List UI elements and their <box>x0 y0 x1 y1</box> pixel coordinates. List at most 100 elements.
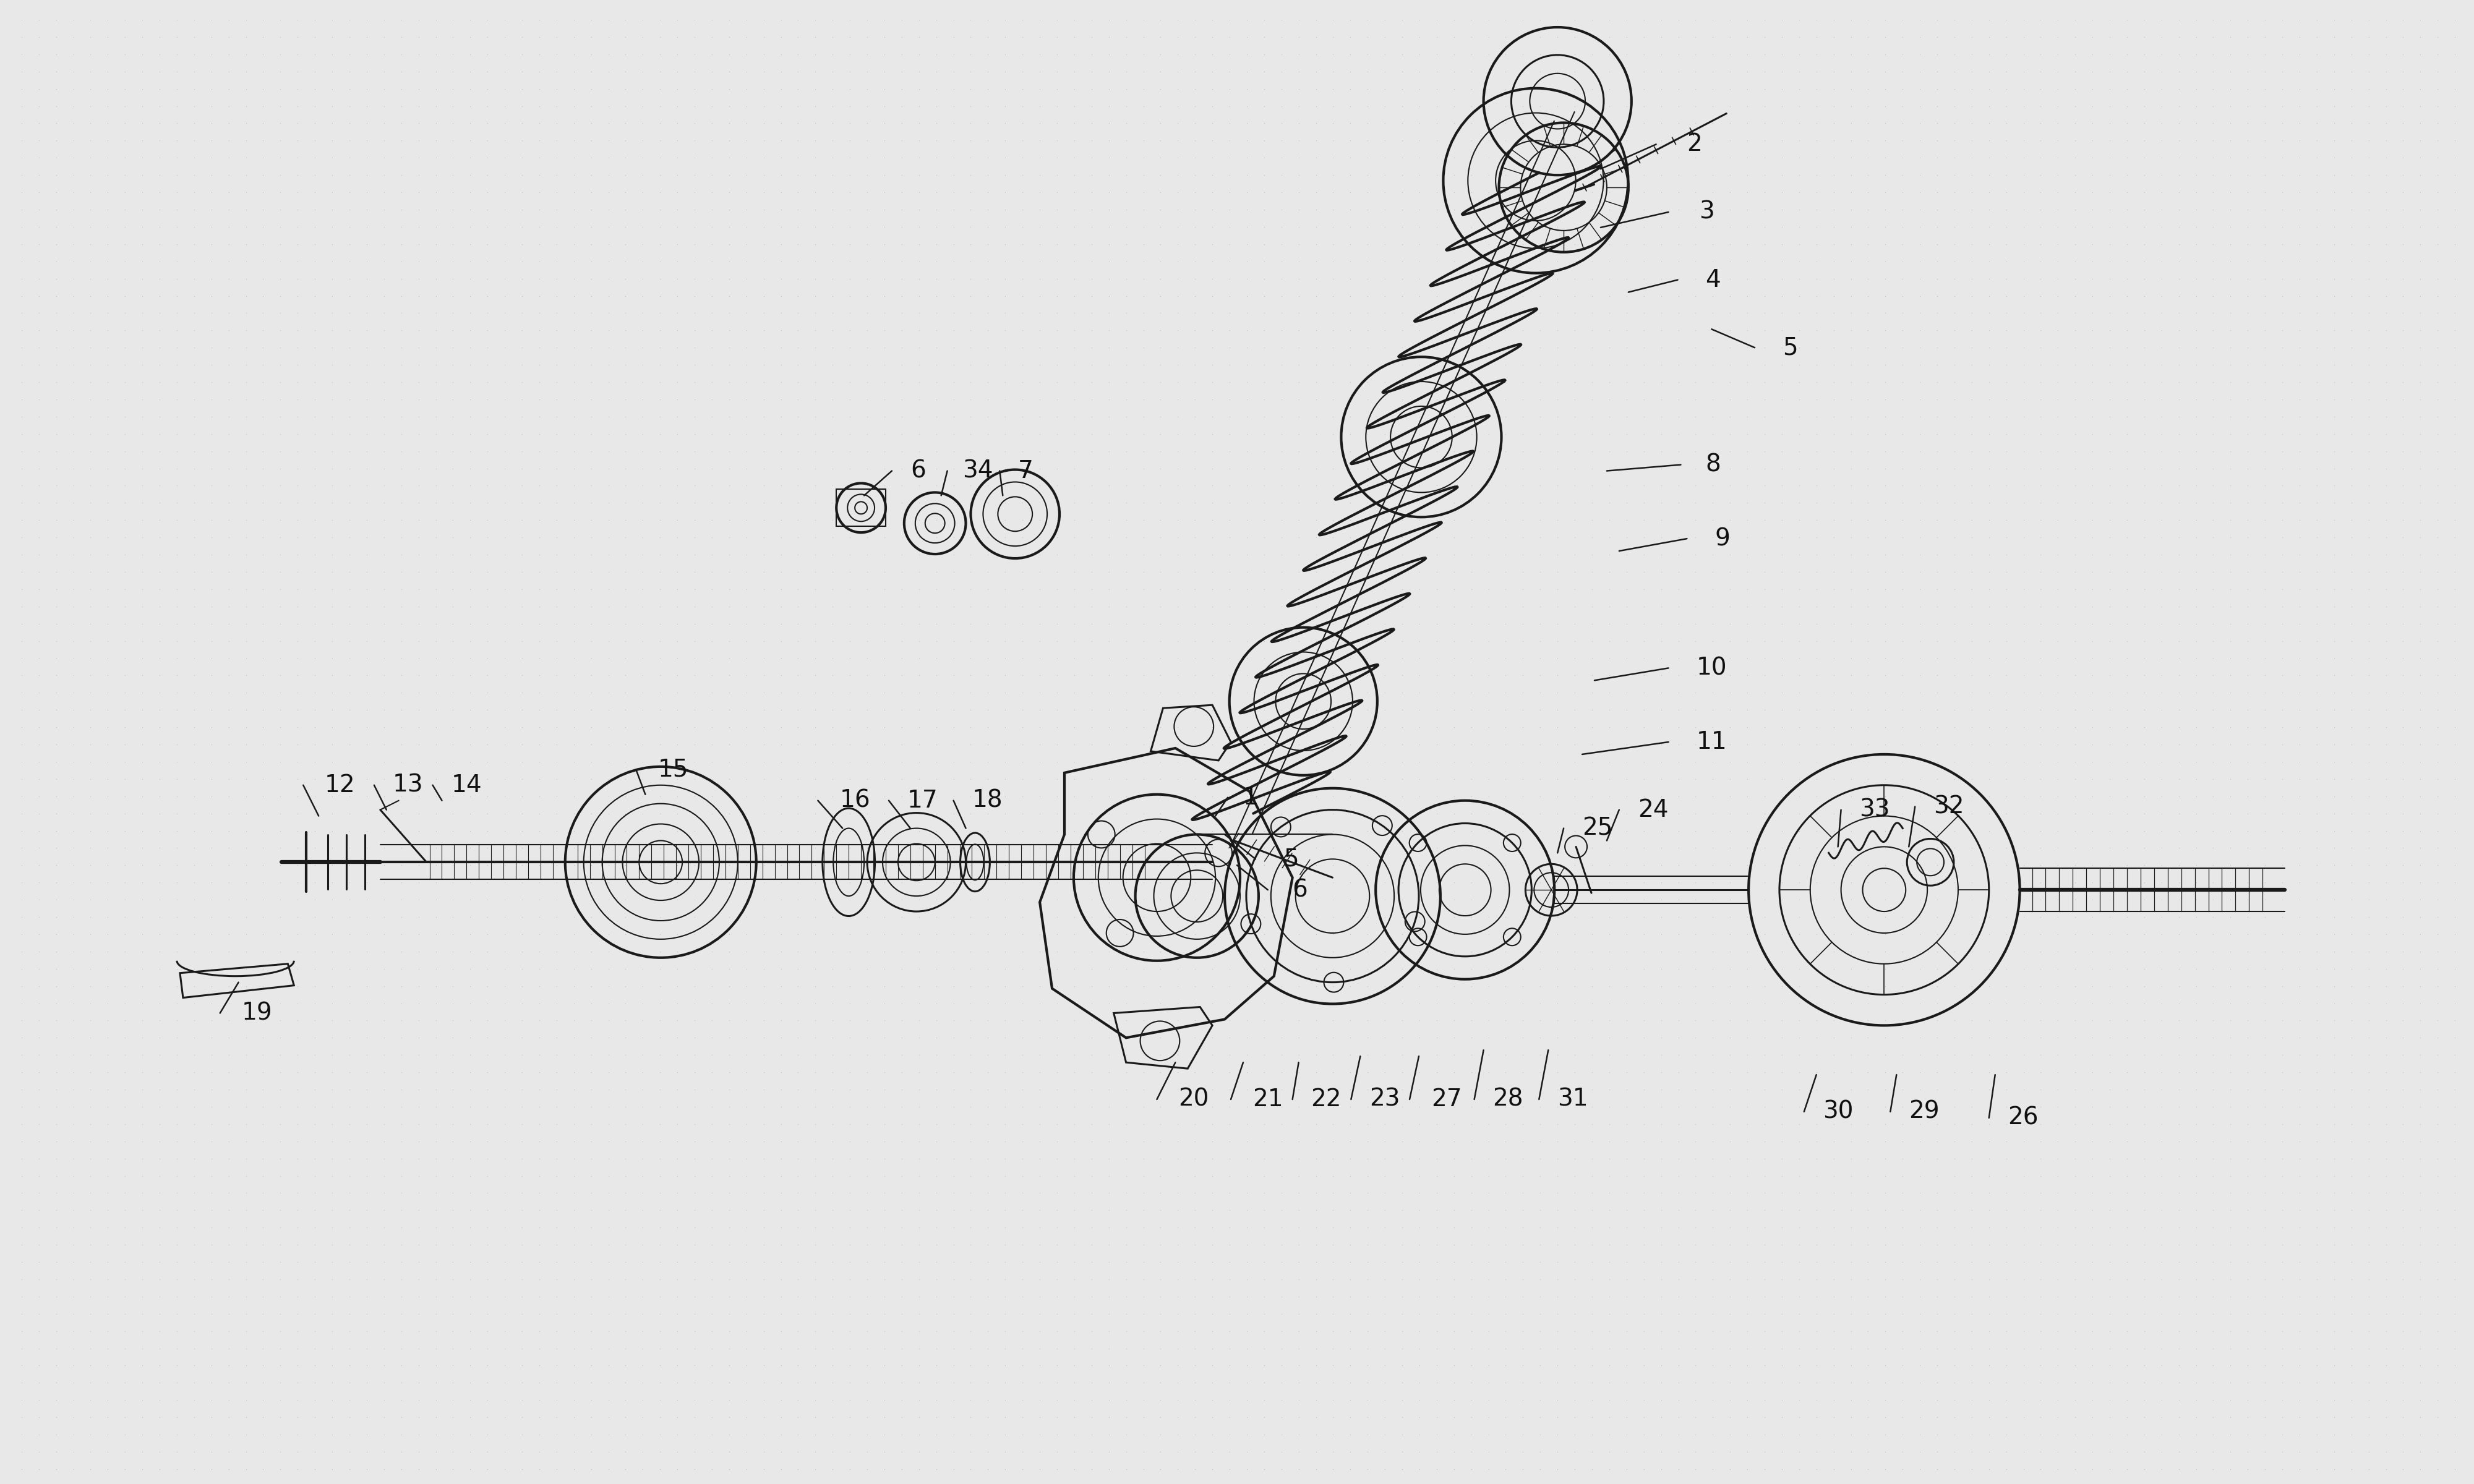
Point <box>554 974 594 997</box>
Point <box>1175 1061 1215 1085</box>
Point <box>623 1181 663 1205</box>
Point <box>1883 1009 1922 1033</box>
Point <box>1779 1388 1818 1411</box>
Point <box>1418 387 1457 411</box>
Point <box>2177 1337 2217 1361</box>
Point <box>1262 1043 1301 1067</box>
Point <box>468 1129 507 1153</box>
Point <box>967 233 1007 257</box>
Point <box>1470 525 1509 549</box>
Point <box>2313 819 2353 843</box>
Point <box>1054 491 1094 515</box>
Point <box>1504 1353 1544 1377</box>
Point <box>675 595 715 619</box>
Point <box>2417 1009 2457 1033</box>
Point <box>1588 974 1628 997</box>
Point <box>2296 93 2335 117</box>
Point <box>1504 1319 1544 1343</box>
Point <box>641 1250 680 1273</box>
Point <box>1158 1215 1197 1239</box>
Point <box>2125 1301 2165 1325</box>
Point <box>1969 457 2009 481</box>
Point <box>2004 1267 2044 1291</box>
Point <box>831 1095 871 1119</box>
Point <box>1452 509 1492 533</box>
Point <box>1037 1423 1076 1447</box>
Point <box>2264 559 2303 583</box>
Point <box>1296 543 1336 567</box>
Point <box>915 233 955 257</box>
Point <box>1158 1009 1197 1033</box>
Point <box>1123 681 1163 705</box>
Point <box>468 611 507 635</box>
Point <box>2125 457 2165 481</box>
Point <box>2194 283 2234 307</box>
Point <box>1123 663 1163 687</box>
Point <box>1366 1457 1405 1481</box>
Point <box>1210 577 1249 601</box>
Point <box>1848 509 1888 533</box>
Point <box>2021 957 2061 981</box>
Point <box>727 663 767 687</box>
Point <box>985 1163 1024 1187</box>
Point <box>124 939 163 963</box>
Point <box>520 801 559 825</box>
Point <box>277 215 317 239</box>
Point <box>1470 145 1509 169</box>
Point <box>537 233 576 257</box>
Point <box>1952 1250 1992 1273</box>
Point <box>1900 111 1940 135</box>
Point <box>156 77 195 101</box>
Point <box>1987 405 2026 429</box>
Point <box>779 577 819 601</box>
Point <box>1296 421 1336 445</box>
Point <box>814 421 854 445</box>
Point <box>831 301 871 325</box>
Point <box>2246 7 2286 31</box>
Point <box>1054 749 1094 773</box>
Point <box>1106 319 1145 343</box>
Point <box>745 957 784 981</box>
Point <box>2073 145 2113 169</box>
Point <box>260 1301 299 1325</box>
Point <box>20 1405 59 1429</box>
Point <box>849 1009 888 1033</box>
Point <box>1141 525 1180 549</box>
Point <box>1037 1233 1076 1257</box>
Point <box>2160 1129 2199 1153</box>
Point <box>881 559 920 583</box>
Point <box>589 93 628 117</box>
Point <box>1658 525 1697 549</box>
Point <box>967 59 1007 83</box>
Point <box>72 1250 111 1273</box>
Point <box>1865 974 1905 997</box>
Point <box>727 577 767 601</box>
Point <box>1435 181 1475 205</box>
Point <box>1675 1405 1714 1429</box>
Point <box>1435 629 1475 653</box>
Point <box>277 871 317 895</box>
Point <box>1796 1353 1836 1377</box>
Point <box>727 249 767 273</box>
Point <box>72 663 111 687</box>
Point <box>1383 405 1423 429</box>
Point <box>1244 785 1284 809</box>
Point <box>346 111 386 135</box>
Point <box>1539 1285 1578 1309</box>
Point <box>1089 1405 1128 1429</box>
Point <box>1675 1181 1714 1205</box>
Point <box>2400 145 2439 169</box>
Point <box>1573 439 1613 463</box>
Point <box>623 1061 663 1085</box>
Point <box>1366 491 1405 515</box>
Point <box>225 1009 265 1033</box>
Point <box>433 1095 473 1119</box>
Point <box>1658 1319 1697 1343</box>
Point <box>1123 1353 1163 1377</box>
Point <box>1761 1388 1801 1411</box>
Point <box>1675 543 1714 567</box>
Point <box>1296 1061 1336 1085</box>
Point <box>1037 939 1076 963</box>
Point <box>450 647 490 671</box>
Point <box>2365 543 2405 567</box>
